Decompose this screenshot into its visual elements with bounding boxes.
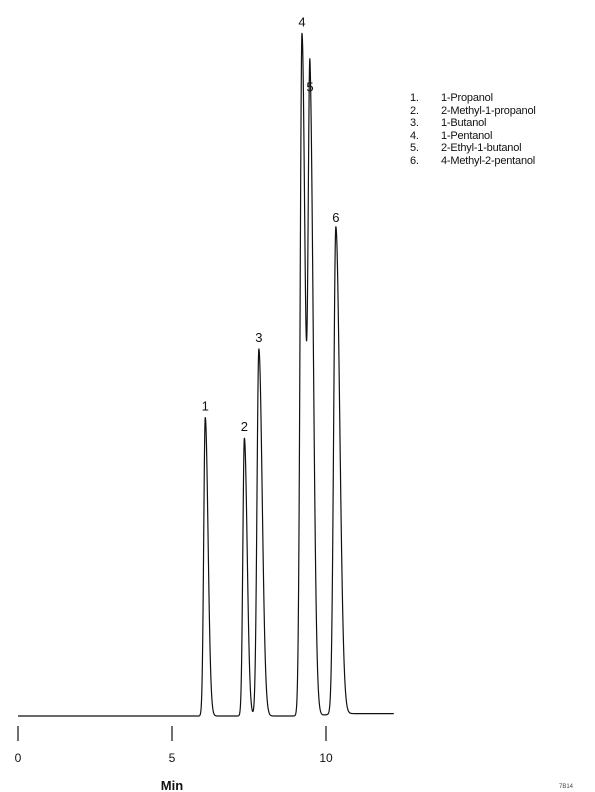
x-tick-label: 10 [319, 751, 333, 765]
legend-item: 3. 1-Butanol [410, 117, 536, 130]
legend-compound-name: 1-Pentanol [441, 129, 493, 142]
x-tick-label: 0 [15, 751, 22, 765]
peak-label: 5 [306, 80, 313, 95]
legend-compound-name: 1-Butanol [441, 117, 487, 129]
compound-legend: 1. 1-Propanol 2. 2-Methyl-1-propanol 3. … [410, 92, 536, 167]
legend-compound-name: 2-Methyl-1-propanol [441, 104, 536, 117]
legend-item: 5. 2-Ethyl-1-butanol [410, 142, 536, 155]
x-tick-label: 5 [169, 751, 176, 765]
peak-label: 4 [298, 14, 305, 29]
peak-label: 6 [332, 210, 339, 225]
legend-number: 6. [410, 154, 419, 167]
legend-number: 5. [410, 142, 419, 154]
legend-item: 2. 2-Methyl-1-propanol [410, 105, 536, 118]
legend-item: 4. 1-Pentanol [410, 130, 536, 143]
legend-number: 3. [410, 117, 419, 129]
peak-labels: 1 2 3 4 5 6 [202, 14, 340, 434]
legend-item: 6. 4-Methyl-2-pentanol [410, 155, 536, 168]
legend-number: 4. [410, 129, 419, 142]
peak-label: 1 [202, 399, 209, 414]
peak-label: 2 [241, 419, 248, 434]
figure-code: 7B14 [559, 784, 574, 790]
chromatogram-trace [17, 32, 395, 717]
x-axis-title: Min [161, 778, 183, 792]
x-axis: 0 5 10 [15, 726, 333, 765]
legend-number: 2. [410, 104, 419, 117]
legend-compound-name: 1-Propanol [441, 92, 493, 104]
legend-item: 1. 1-Propanol [410, 92, 536, 105]
legend-compound-name: 2-Ethyl-1-butanol [441, 142, 522, 154]
legend-number: 1. [410, 92, 419, 104]
legend-compound-name: 4-Methyl-2-pentanol [441, 154, 536, 167]
peak-label: 3 [255, 330, 262, 345]
